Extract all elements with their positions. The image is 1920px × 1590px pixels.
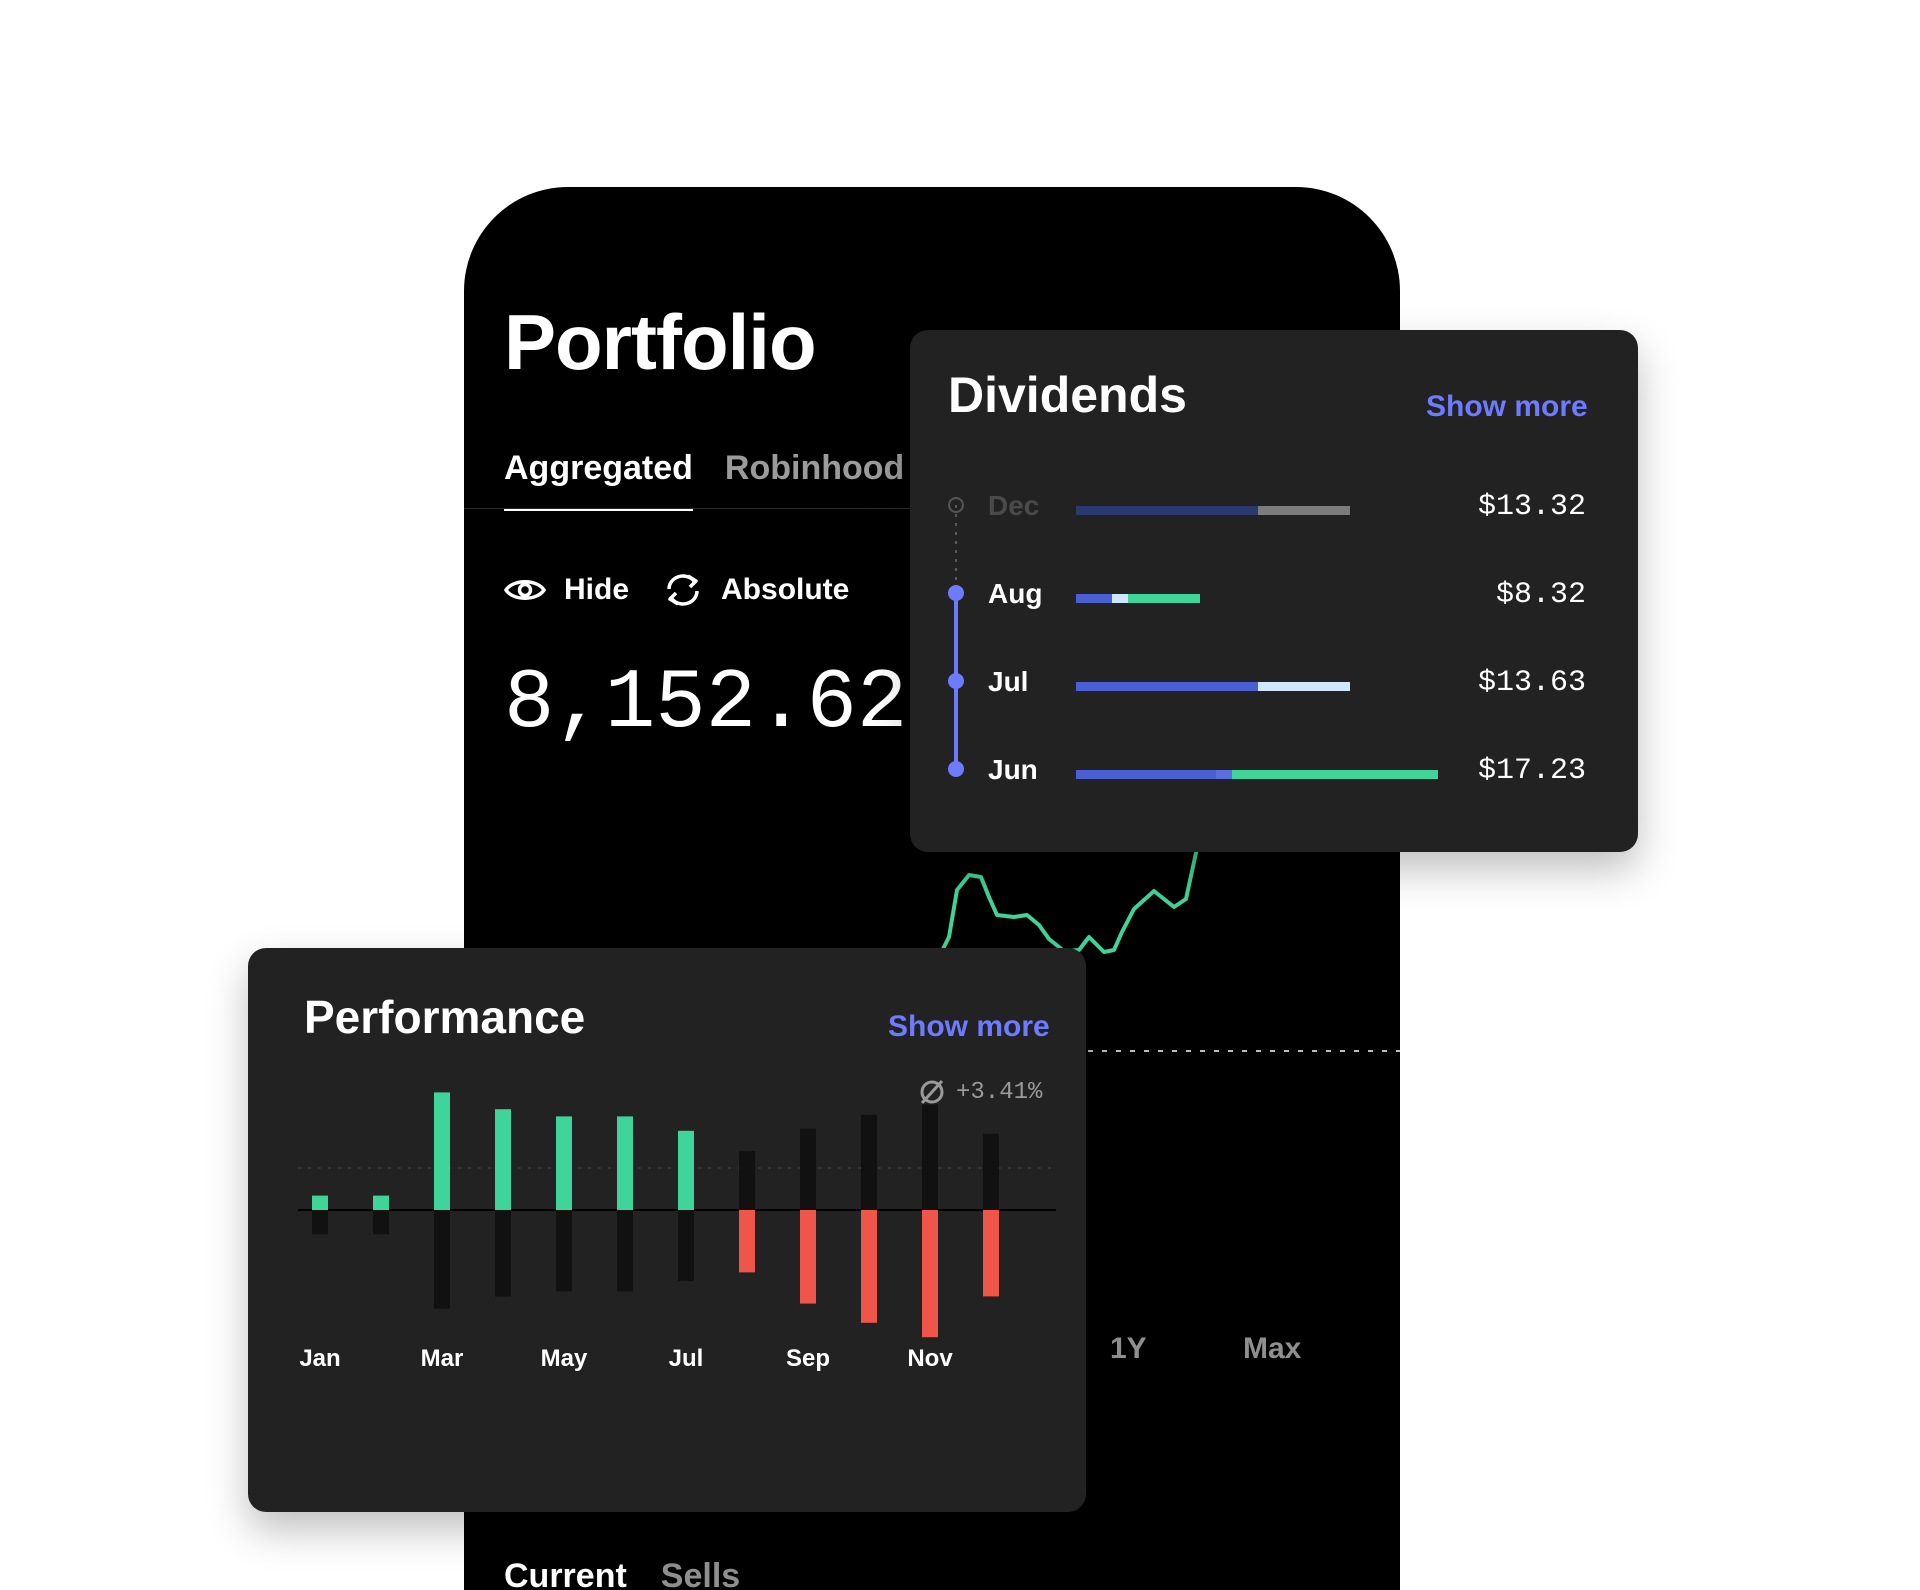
bar-shadow-mar	[434, 1210, 450, 1309]
dividend-month: Dec	[988, 490, 1040, 521]
bar-jun[interactable]	[617, 1116, 633, 1210]
holdings-tabs: Current Sells	[504, 1557, 740, 1590]
average-return-value: +3.41%	[956, 1078, 1043, 1106]
range-1y-button[interactable]: 1Y	[1110, 1332, 1147, 1365]
bar-nov[interactable]	[922, 1210, 938, 1338]
bar-jul[interactable]	[678, 1130, 694, 1210]
bar-shadow-oct	[861, 1114, 877, 1210]
performance-bar-chart: Jan Mar May Jul Sep Nov	[298, 1092, 1056, 1372]
bar-shadow-nov	[922, 1104, 938, 1210]
dividend-row-aug[interactable]: Aug $8.32	[910, 578, 1638, 618]
hide-label: Hide	[564, 573, 630, 606]
dividend-month: Aug	[988, 578, 1043, 609]
dividend-row-jun[interactable]: Jun $17.23	[910, 754, 1638, 794]
bar-aug[interactable]	[739, 1210, 755, 1273]
tab-robinhood[interactable]: Robinhood	[724, 449, 905, 487]
page-title: Portfolio	[504, 298, 817, 386]
dividend-value: $13.32	[1477, 490, 1586, 524]
portfolio-balance: 8,152.62	[504, 657, 908, 752]
dividend-bar	[1076, 682, 1350, 691]
dividend-month: Jun	[988, 754, 1038, 785]
dividend-value: $13.63	[1477, 666, 1586, 700]
bar-shadow-jul	[678, 1210, 694, 1282]
tab-sells[interactable]: Sells	[660, 1557, 741, 1590]
bar-shadow-aug	[739, 1151, 755, 1210]
dividend-bar	[1076, 594, 1200, 603]
average-return: +3.41%	[918, 1078, 1042, 1106]
dividend-row-jul[interactable]: Jul $13.63	[910, 666, 1638, 706]
bar-feb[interactable]	[373, 1195, 389, 1210]
performance-title: Performance	[304, 991, 586, 1043]
x-tick-jan: Jan	[299, 1345, 340, 1372]
dividends-title: Dividends	[948, 367, 1187, 423]
bar-shadow-apr	[495, 1210, 511, 1297]
performance-card: Performance Show more +3.41% Jan Mar May Ju…	[248, 948, 1086, 1512]
timeline-dot-jul	[948, 673, 964, 689]
dividend-bar	[1076, 506, 1350, 515]
dividend-month: Jul	[988, 666, 1029, 697]
timeline-dot-jun	[948, 761, 964, 777]
hide-button[interactable]: Hide	[504, 573, 629, 607]
refresh-icon	[667, 574, 699, 606]
absolute-button[interactable]: Absolute	[663, 572, 849, 608]
performance-show-more-link[interactable]: Show more	[888, 1010, 1050, 1043]
timeline-dot-aug	[948, 585, 964, 601]
bar-oct[interactable]	[861, 1210, 877, 1323]
dividends-card: Dividends Show more Dec $13.32 Aug $8.32…	[910, 330, 1638, 852]
x-tick-sep: Sep	[786, 1345, 830, 1372]
range-max-button[interactable]: Max	[1243, 1332, 1302, 1365]
bar-jan[interactable]	[312, 1195, 328, 1210]
dividend-value: $8.32	[1495, 578, 1586, 612]
dividend-bar	[1076, 770, 1438, 779]
bar-shadow-sep	[800, 1128, 816, 1210]
x-tick-nov: Nov	[907, 1345, 953, 1372]
bar-shadow-jun	[617, 1210, 633, 1292]
x-tick-may: May	[541, 1345, 588, 1372]
bar-sep[interactable]	[800, 1210, 816, 1304]
dividends-show-more-link[interactable]: Show more	[1426, 390, 1588, 423]
bar-shadow-dec	[983, 1133, 999, 1210]
tab-aggregated[interactable]: Aggregated	[504, 449, 693, 511]
bar-apr[interactable]	[495, 1109, 511, 1210]
dividend-value: $17.23	[1477, 754, 1586, 788]
x-tick-mar: Mar	[421, 1345, 464, 1372]
timeline-dot-dec	[948, 497, 964, 513]
dividend-row-dec[interactable]: Dec $13.32	[910, 490, 1638, 530]
absolute-label: Absolute	[721, 573, 850, 606]
eye-icon	[504, 580, 546, 600]
view-controls: Hide Absolute	[504, 572, 883, 608]
bar-mar[interactable]	[434, 1092, 450, 1210]
dividend-timeline	[948, 497, 964, 777]
x-tick-jul: Jul	[669, 1345, 704, 1372]
bar-may[interactable]	[556, 1116, 572, 1210]
average-icon	[920, 1079, 944, 1105]
portfolio-tabs: Aggregated Robinhood	[504, 449, 904, 511]
bar-shadow-feb	[373, 1210, 389, 1235]
bar-shadow-jan	[312, 1210, 328, 1235]
tab-current[interactable]: Current	[504, 1557, 627, 1590]
bar-dec[interactable]	[983, 1210, 999, 1297]
bar-shadow-may	[556, 1210, 572, 1292]
